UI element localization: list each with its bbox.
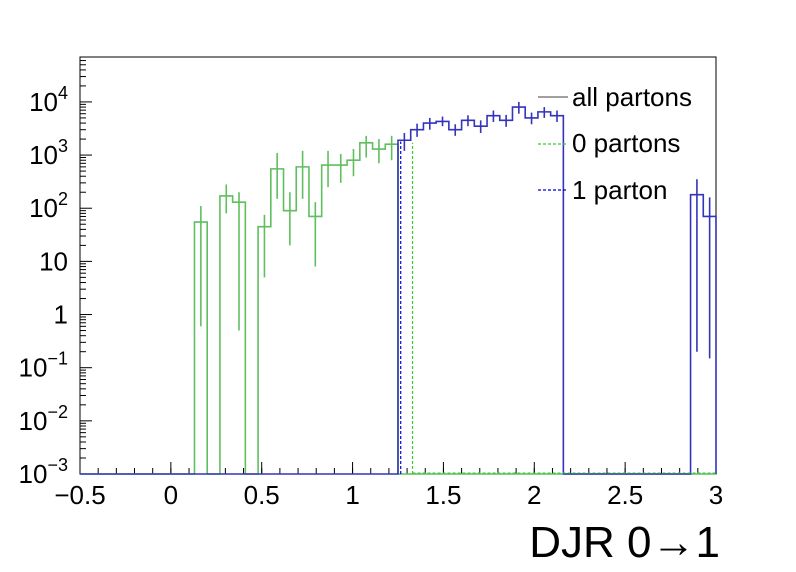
y-tick-label: 10−1 (19, 349, 68, 383)
legend-label-0-partons: 0 partons (572, 128, 680, 158)
x-tick-label: 1 (345, 480, 359, 510)
y-tick-label: 104 (29, 83, 68, 117)
x-tick-label: 0 (164, 480, 178, 510)
y-tick-label: 10−2 (19, 402, 68, 436)
x-tick-label: 3 (709, 480, 723, 510)
x-tick-label: 0.5 (244, 480, 280, 510)
series-layer (80, 101, 717, 475)
y-tick-label: 10−3 (19, 455, 68, 489)
x-tick-labels: −0.5 0 0.5 1 1.5 2 2.5 3 (54, 480, 723, 510)
y-tick-label: 102 (29, 189, 68, 223)
histogram-1-parton (80, 106, 717, 475)
x-axis-title: DJR 0→1 (529, 518, 720, 567)
legend: all partons 0 partons 1 parton (538, 82, 692, 205)
legend-label-1-parton: 1 parton (572, 175, 667, 205)
x-tick-label: 2.5 (607, 480, 643, 510)
y-tick-labels: 10−3 10−2 10−1 1 10 102 103 104 (19, 83, 68, 489)
x-tick-label: −0.5 (54, 480, 105, 510)
x-tick-label: 1.5 (425, 480, 461, 510)
y-tick-label: 1 (54, 300, 68, 330)
y-tick-label: 10 (39, 246, 68, 276)
legend-label-all-partons: all partons (572, 82, 692, 112)
axis-ticks (79, 56, 717, 475)
x-tick-label: 2 (527, 480, 541, 510)
y-tick-label: 103 (29, 136, 68, 170)
